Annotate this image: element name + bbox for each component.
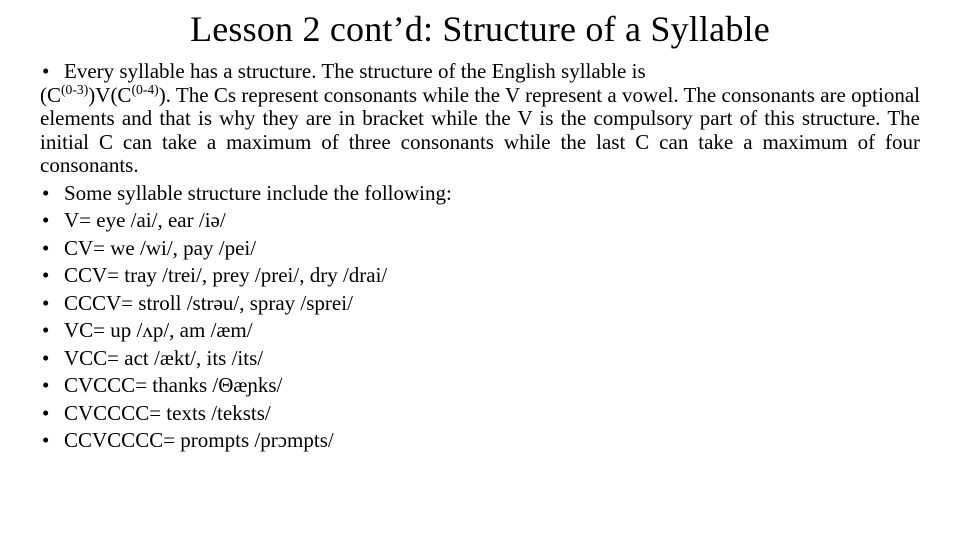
list-item: • CCV= tray /trei/, prey /prei/, dry /dr… — [40, 264, 920, 288]
list-item-text: CVCCC= thanks /Θæɲks/ — [64, 374, 282, 398]
list-item-text: V= eye /ai/, ear /iə/ — [64, 209, 226, 233]
bullet-icon: • — [40, 182, 64, 206]
list-item: • CV= we /wi/, pay /pei/ — [40, 237, 920, 261]
list-item-text: CV= we /wi/, pay /pei/ — [64, 237, 256, 261]
list-item: • CVCCCC= texts /teksts/ — [40, 402, 920, 426]
bullet-icon: • — [40, 347, 64, 371]
list-item-text: CCV= tray /trei/, prey /prei/, dry /drai… — [64, 264, 387, 288]
formula-prefix: (C — [40, 83, 61, 107]
formula-sup2: (0-4) — [131, 82, 158, 97]
intro-paragraph: • Every syllable has a structure. The st… — [40, 60, 920, 178]
list-item: • CCCV= stroll /strəu/, spray /sprei/ — [40, 292, 920, 316]
bullet-icon: • — [40, 374, 64, 398]
list-item: • CVCCC= thanks /Θæɲks/ — [40, 374, 920, 398]
bullet-icon: • — [40, 209, 64, 233]
bullet-icon: • — [40, 319, 64, 343]
list-item: • VCC= act /ækt/, its /its/ — [40, 347, 920, 371]
list-item-text: CCCV= stroll /strəu/, spray /sprei/ — [64, 292, 353, 316]
list-item: • CCVCCCC= prompts /prɔmpts/ — [40, 429, 920, 453]
list-intro-row: • Some syllable structure include the fo… — [40, 182, 920, 206]
list-item-text: VCC= act /ækt/, its /its/ — [64, 347, 263, 371]
formula-mid: )V(C — [88, 83, 131, 107]
intro-formula-line: (C(0-3))V(C(0-4)). The Cs represent cons… — [40, 84, 920, 178]
list-item: • VC= up /ʌp/, am /æm/ — [40, 319, 920, 343]
formula-suffix: ). The Cs represent consonants while the… — [40, 83, 920, 178]
list-item-text: VC= up /ʌp/, am /æm/ — [64, 319, 253, 343]
bullet-icon: • — [40, 292, 64, 316]
bullet-icon: • — [40, 429, 64, 453]
bullet-icon: • — [40, 237, 64, 261]
list-item-text: CVCCCC= texts /teksts/ — [64, 402, 271, 426]
slide-container: Lesson 2 cont’d: Structure of a Syllable… — [0, 0, 960, 540]
slide-title: Lesson 2 cont’d: Structure of a Syllable — [40, 8, 920, 50]
intro-line1: Every syllable has a structure. The stru… — [64, 60, 646, 84]
slide-body: • Every syllable has a structure. The st… — [40, 60, 920, 453]
list-item: • V= eye /ai/, ear /iə/ — [40, 209, 920, 233]
bullet-icon: • — [40, 264, 64, 288]
bullet-icon: • — [40, 60, 64, 84]
formula-sup1: (0-3) — [61, 82, 88, 97]
bullet-icon: • — [40, 402, 64, 426]
list-item-text: CCVCCCC= prompts /prɔmpts/ — [64, 429, 334, 453]
list-intro-text: Some syllable structure include the foll… — [64, 182, 452, 206]
